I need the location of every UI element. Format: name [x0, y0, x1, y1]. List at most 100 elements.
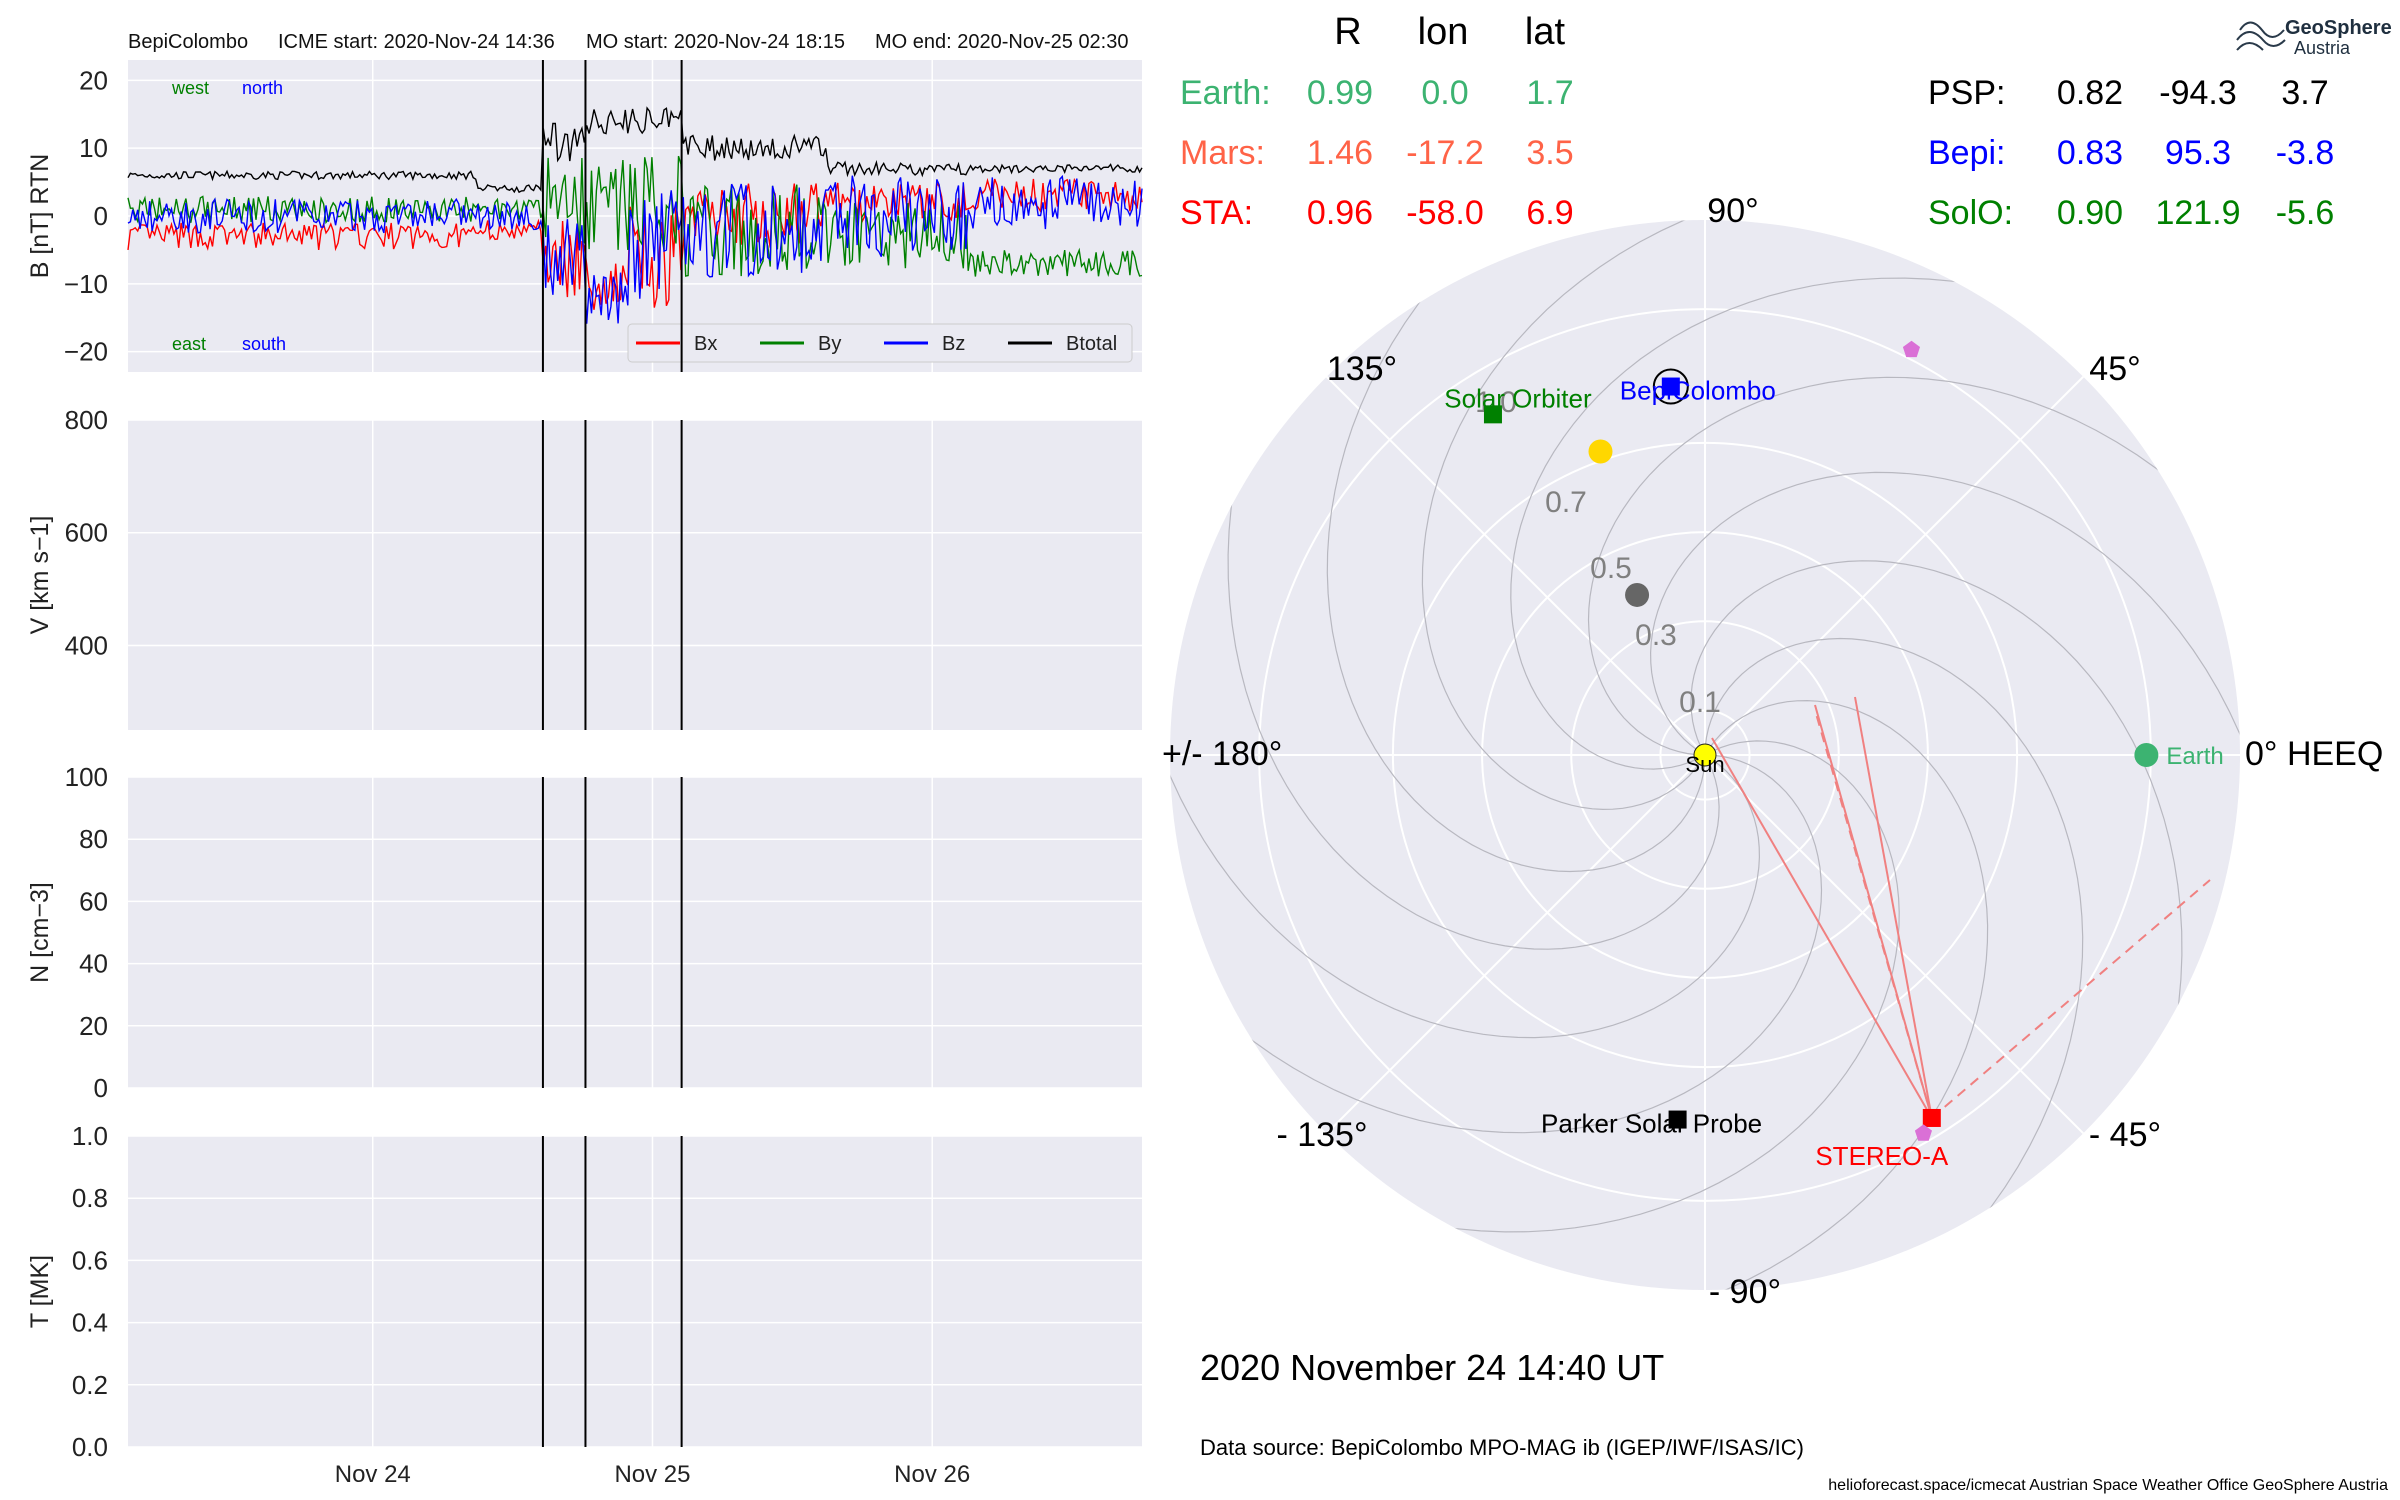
- header-icme-start: ICME start: 2020-Nov-24 14:36: [278, 31, 555, 53]
- y-tick-label: 0.0: [72, 1432, 108, 1462]
- spacecraft-parker-solar-probe: [1668, 1110, 1687, 1129]
- table-row-name: Mars:: [1180, 134, 1265, 172]
- series-btotal: [127, 106, 1143, 194]
- table-row-r: 0.99: [1307, 74, 1373, 112]
- table-row-lat: 3.7: [2281, 74, 2328, 112]
- table-header-lon: lon: [1418, 11, 1469, 53]
- polar-grid-spoke: [1325, 375, 1706, 756]
- parker-spiral: [1357, 740, 1900, 1233]
- body-label-stereo-a: STEREO-A: [1815, 1141, 1949, 1171]
- polar-radial-label: 0.3: [1635, 619, 1677, 652]
- polar-angle-label: 45°: [2089, 350, 2140, 388]
- series-bx: [127, 177, 1143, 310]
- y-tick-label: 60: [79, 886, 108, 916]
- legend: Bx By Bz Btotal: [627, 323, 1133, 363]
- sta-fov-line: [1711, 737, 1933, 1119]
- table-row-lon: 121.9: [2155, 194, 2240, 232]
- polar-grid-spoke: [1325, 754, 1706, 1135]
- table-row-name: Earth:: [1180, 74, 1271, 112]
- table-row-name: SolO:: [1928, 194, 2013, 232]
- polar-grid-spoke: [1704, 754, 2085, 1135]
- parker-spiral: [1649, 471, 2240, 831]
- parker-spiral: [1587, 376, 2233, 756]
- panel-background: [128, 420, 1142, 730]
- y-tick-label: 80: [79, 824, 108, 854]
- logo-line2: Austria: [2294, 38, 2351, 58]
- legend-box: [627, 323, 1133, 363]
- y-tick-label: 0.2: [72, 1370, 108, 1400]
- geosphere-logo: GeoSphere Austria: [2236, 17, 2392, 58]
- y-axis-label: T [MK]: [26, 1255, 54, 1328]
- y-tick-label: 1.0: [72, 1121, 108, 1151]
- parker-spiral: [1629, 699, 1989, 1290]
- y-axis-label: B [nT] RTN: [26, 154, 54, 279]
- body-planet: [1588, 439, 1613, 464]
- table-header-lat: lat: [1525, 11, 1566, 53]
- data-source: Data source: BepiColombo MPO-MAG ib (IGE…: [1200, 1435, 1804, 1460]
- timestamp: 2020 November 24 14:40 UT: [1200, 1347, 1664, 1388]
- spacecraft-solar-orbiter: [1483, 405, 1502, 424]
- header-mo-end: MO end: 2020-Nov-25 02:30: [875, 31, 1129, 53]
- y-tick-label: 400: [65, 630, 108, 660]
- table-row-name: Bepi:: [1928, 134, 2006, 172]
- table-row-lon: -94.3: [2159, 74, 2237, 112]
- polar-angle-label: - 135°: [1276, 1116, 1367, 1154]
- parker-spiral: [1690, 560, 2183, 1103]
- panel-background: [128, 777, 1142, 1088]
- table-header-r: R: [1334, 11, 1361, 53]
- parker-spirals: [1170, 220, 2240, 1290]
- marker-pentagon: [1902, 340, 1920, 358]
- table-row-lat: -3.8: [2276, 134, 2335, 172]
- logo-line1: GeoSphere: [2285, 17, 2392, 39]
- series-bz: [127, 174, 1143, 324]
- polar-angle-label: 135°: [1327, 350, 1397, 388]
- table-row-name: STA:: [1180, 194, 1253, 232]
- table-row-name: PSP:: [1928, 74, 2005, 112]
- body-label-earth: Earth: [2166, 743, 2223, 770]
- polar-angle-label: 0° HEEQ: [2245, 735, 2383, 773]
- panel-3: 100 80 60 40 20 0 N [cm−3]: [26, 762, 1142, 1103]
- panel-2: 800 600 400 V [km s−1]: [26, 405, 1142, 730]
- geosphere-logo-icon: [2236, 21, 2286, 51]
- y-axis-label: V [km s−1]: [26, 516, 54, 635]
- x-tick-label: Nov 25: [614, 1461, 690, 1488]
- parker-spiral: [1326, 227, 1706, 873]
- body-earth: [2134, 743, 2159, 767]
- y-tick-label: 800: [65, 405, 108, 435]
- marker-pentagon: [1914, 1124, 1932, 1141]
- y-tick-label: 40: [79, 949, 108, 979]
- annotation-north: north: [242, 78, 283, 98]
- y-tick-label: 100: [65, 762, 108, 792]
- parker-spiral: [1177, 754, 1823, 1134]
- y-tick-label: 0.6: [72, 1245, 108, 1275]
- polar-radial-label: 0.7: [1545, 486, 1587, 519]
- body-label-bepicolombo: BepiColombo: [1620, 376, 1776, 406]
- y-tick-label: 0.4: [72, 1308, 108, 1338]
- polar-angle-label: +/- 180°: [1162, 735, 1282, 773]
- polar-angle-label: 90°: [1707, 192, 1758, 230]
- table-row-lon: 0.0: [1421, 74, 1468, 112]
- table-row-lat: -5.6: [2276, 194, 2335, 232]
- annotation-south: south: [242, 334, 286, 354]
- table-row-lat: 3.5: [1526, 134, 1573, 172]
- parker-spiral: [1170, 679, 1761, 1039]
- bepi-highlight-ring: [1652, 368, 1689, 405]
- y-axis-label: N [cm−3]: [26, 882, 54, 983]
- table-row-r: 0.83: [2057, 134, 2123, 172]
- x-tick-label: Nov 24: [335, 1461, 411, 1488]
- legend-label-bz: Bz: [942, 333, 965, 355]
- polar-radial-label: 0.5: [1590, 552, 1632, 585]
- legend-label-by: By: [818, 333, 841, 355]
- spacecraft-bepicolombo: [1661, 377, 1680, 396]
- panel-4: 1.0 0.8 0.6 0.4 0.2 0.0 T [MK] Nov 24 Nov 25 Nov …: [26, 1121, 1142, 1488]
- table-row-r: 1.46: [1307, 134, 1373, 172]
- parker-spiral: [1510, 277, 2053, 770]
- table-row-lon: 95.3: [2165, 134, 2231, 172]
- table-row-lon: -17.2: [1406, 134, 1484, 172]
- legend-label-bx: Bx: [694, 333, 717, 355]
- spacecraft-stereo-a: [1922, 1108, 1941, 1127]
- table-row-r: 0.82: [2057, 74, 2123, 112]
- annotation-east: east: [172, 334, 206, 354]
